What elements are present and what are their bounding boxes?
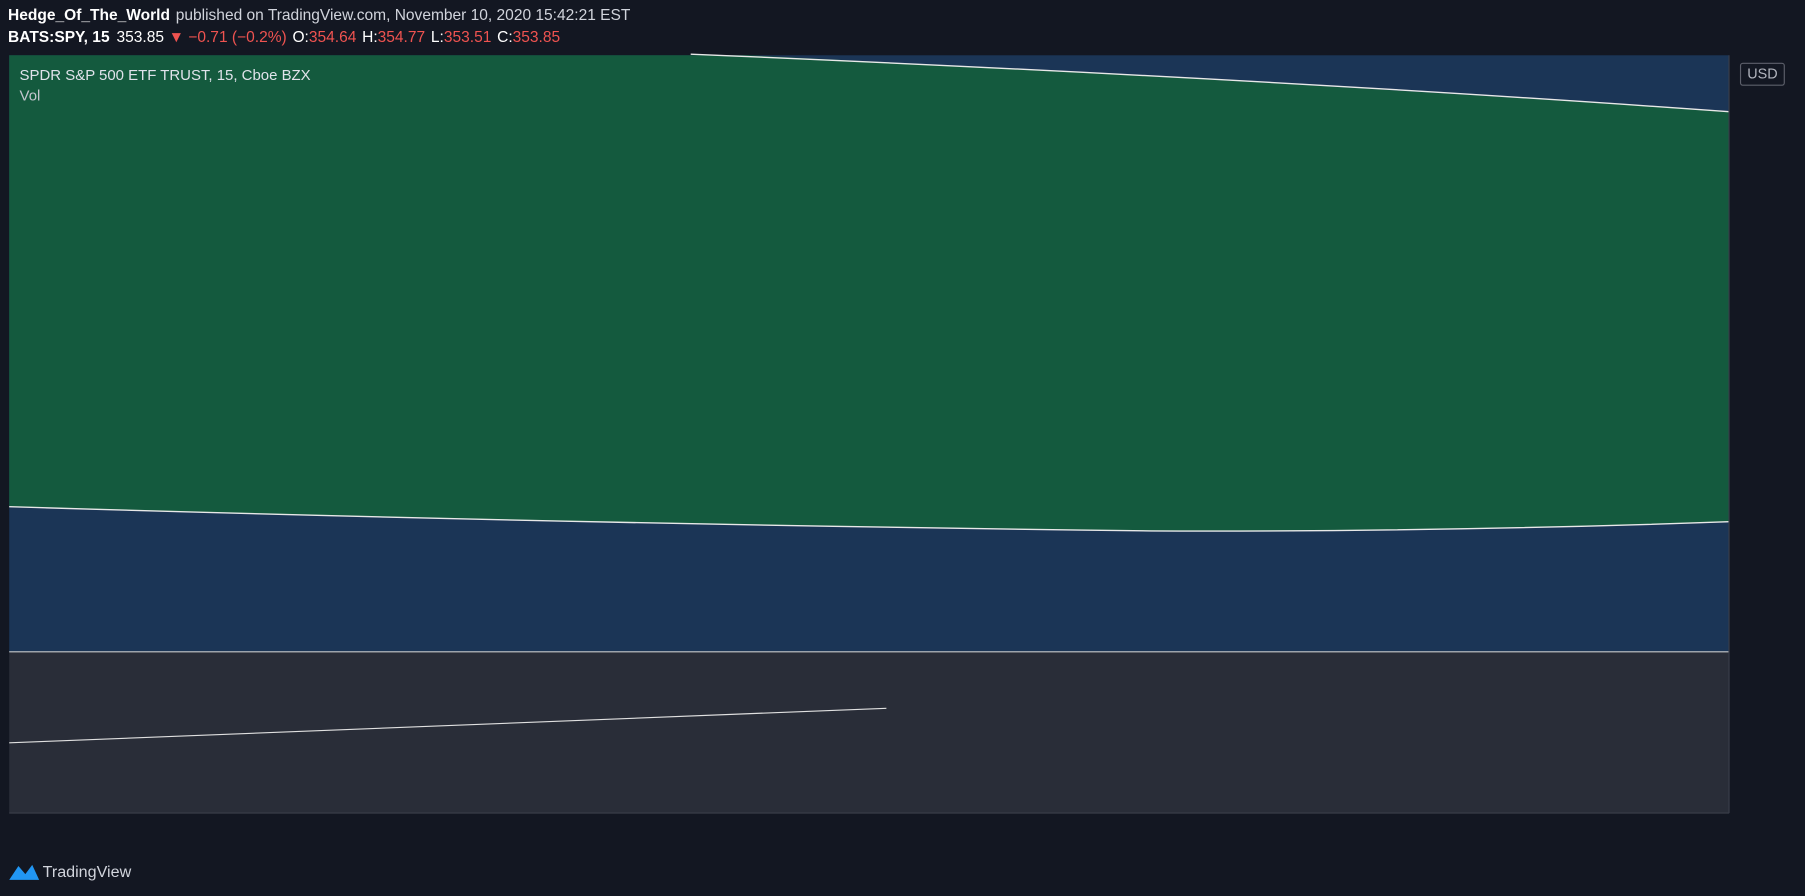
channel-bottom-curve [9,506,1730,532]
publish-line: Hedge_Of_The_World published on TradingVi… [8,7,631,24]
legend-volume: Vol [20,88,41,105]
change: ▼ −0.71 (−0.2%) [169,29,287,46]
currency: USD [1747,67,1777,83]
volume-pane [9,651,1730,814]
low-label: L: [431,29,444,46]
channel-top-curve [690,53,1730,113]
channel-fill [9,55,1730,532]
open-label: O: [292,29,308,46]
low-value: 353.51 [444,29,492,46]
open-value: 354.64 [309,29,357,46]
volume-average [9,707,887,744]
close-value: 353.85 [513,29,561,46]
footer-logo[interactable]: TradingView [9,863,132,881]
logo-icon [9,864,40,880]
high-label: H: [362,29,378,46]
author: Hedge_Of_The_World [8,7,170,24]
logo-text: TradingView [43,863,132,881]
quote-line: BATS:SPY, 15 353.85 ▼ −0.71 (−0.2%) O:354.6… [8,29,560,46]
close-label: C: [497,29,513,46]
last-price: 353.85 [117,29,165,46]
chart-title: SPDR S&P 500 ETF TRUST, 15, Cboe BZX [20,67,311,84]
symbol: BATS:SPY, 15 [8,29,110,46]
currency-box[interactable] [1739,62,1785,86]
published: published on TradingView.com, November 1… [176,7,631,24]
high-value: 354.77 [378,29,426,46]
